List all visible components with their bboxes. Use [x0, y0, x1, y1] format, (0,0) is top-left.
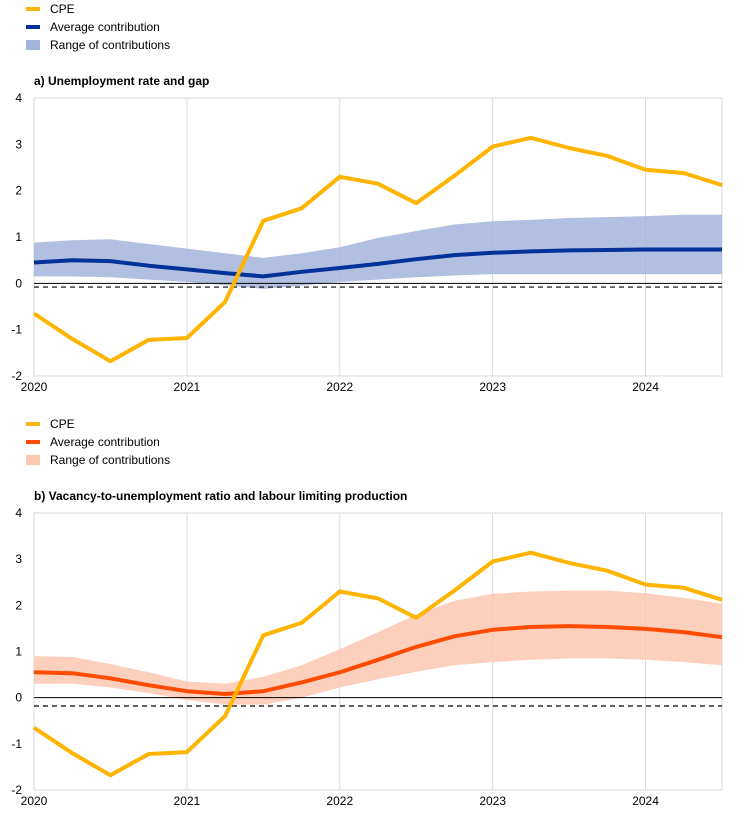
legend-a: CPE Average contribution Range of contri… — [26, 0, 170, 54]
x-tick-label: 2022 — [326, 794, 353, 808]
y-tick-label: 4 — [15, 91, 22, 105]
legend-swatch-average — [26, 440, 40, 444]
legend-swatch-cpe — [26, 422, 40, 426]
legend-label-range: Range of contributions — [50, 453, 171, 467]
legend-swatch-range — [26, 40, 40, 50]
cpe-line — [32, 550, 723, 778]
x-tick-label: 2022 — [326, 380, 353, 394]
legend-label-cpe: CPE — [50, 417, 75, 431]
legend-label-range: Range of contributions — [50, 38, 171, 52]
range-band — [34, 590, 722, 705]
x-tick-label: 2023 — [479, 794, 506, 808]
x-tick-label: 2020 — [21, 380, 48, 394]
legend-item-average: Average contribution — [26, 433, 170, 451]
legend-swatch-average — [26, 25, 40, 29]
legend-swatch-range — [26, 455, 40, 465]
legend-item-average: Average contribution — [26, 18, 170, 36]
y-tick-label: 3 — [15, 137, 22, 151]
y-tick-label: -1 — [11, 323, 22, 337]
y-tick-label: 1 — [15, 230, 22, 244]
x-tick-label: 2021 — [174, 380, 201, 394]
x-tick-label: 2020 — [21, 794, 48, 808]
x-tick-label: 2023 — [479, 380, 506, 394]
panel-b-title: b) Vacancy-to-unemployment ratio and lab… — [34, 489, 408, 503]
legend-item-cpe: CPE — [26, 0, 170, 18]
y-tick-label: 2 — [15, 184, 22, 198]
y-tick-label: 1 — [15, 645, 22, 659]
y-tick-label: -2 — [11, 783, 22, 797]
legend-swatch-cpe — [26, 7, 40, 11]
average-contribution-line — [33, 624, 723, 696]
legend-label-cpe: CPE — [50, 2, 75, 16]
legend-item-range: Range of contributions — [26, 36, 170, 54]
y-tick-label: 0 — [15, 276, 22, 290]
y-tick-label: -1 — [11, 737, 22, 751]
x-tick-label: 2024 — [632, 380, 659, 394]
x-tick-label: 2021 — [174, 794, 201, 808]
legend-label-average: Average contribution — [50, 435, 160, 449]
average-contribution-line — [33, 247, 722, 279]
legend-item-cpe: CPE — [26, 415, 170, 433]
y-tick-label: 2 — [15, 598, 22, 612]
cpe-line — [32, 135, 723, 364]
y-tick-label: 0 — [15, 691, 22, 705]
x-tick-label: 2024 — [632, 794, 659, 808]
panel-a-title: a) Unemployment rate and gap — [34, 74, 210, 88]
y-tick-label: 3 — [15, 552, 22, 566]
y-tick-label: 4 — [15, 506, 22, 520]
legend-b: CPE Average contribution Range of contri… — [26, 415, 170, 469]
y-tick-label: -2 — [11, 369, 22, 383]
legend-item-range: Range of contributions — [26, 451, 170, 469]
legend-label-average: Average contribution — [50, 20, 160, 34]
